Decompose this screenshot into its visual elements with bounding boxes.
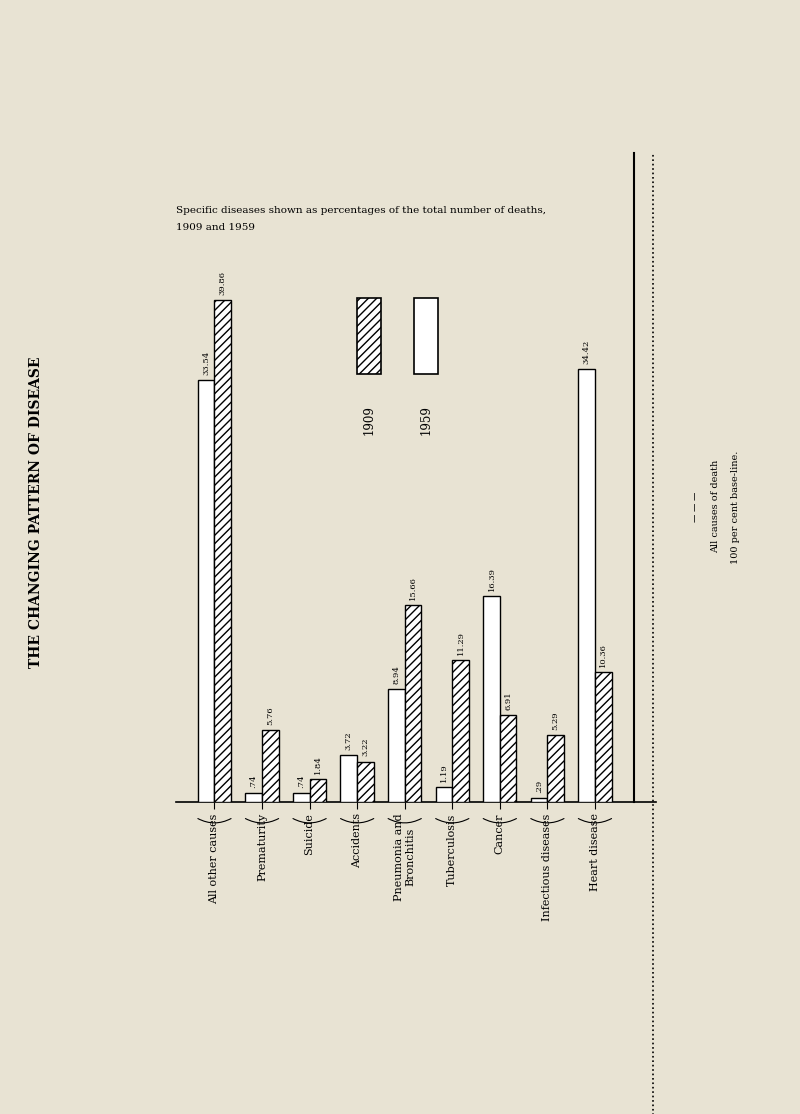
Bar <box>388 690 405 802</box>
Bar <box>595 672 611 802</box>
Bar <box>341 755 357 802</box>
Text: .29: .29 <box>535 780 543 793</box>
Text: .74: .74 <box>298 774 306 788</box>
Text: .74: .74 <box>250 774 258 788</box>
Text: THE CHANGING PATTERN OF DISEASE: THE CHANGING PATTERN OF DISEASE <box>29 356 43 668</box>
Bar <box>198 380 214 802</box>
Text: 16.39: 16.39 <box>487 567 495 590</box>
Text: 6.91: 6.91 <box>504 692 512 710</box>
Text: 100 per cent base-line.: 100 per cent base-line. <box>731 450 741 564</box>
Text: 1959: 1959 <box>420 405 433 436</box>
Bar <box>578 369 595 802</box>
Text: 10.36: 10.36 <box>599 643 607 666</box>
Text: 5.76: 5.76 <box>266 706 274 724</box>
Text: 1909: 1909 <box>362 405 375 436</box>
Bar <box>262 730 278 802</box>
Text: 39.86: 39.86 <box>218 271 226 295</box>
Text: 1.84: 1.84 <box>314 755 322 774</box>
Text: 11.29: 11.29 <box>457 631 465 655</box>
Text: 1.19: 1.19 <box>440 763 448 782</box>
Bar <box>452 659 469 802</box>
Bar <box>500 715 517 802</box>
Text: Specific diseases shown as percentages of the total number of deaths,: Specific diseases shown as percentages o… <box>176 206 546 215</box>
Text: 8.94: 8.94 <box>392 665 400 684</box>
Bar <box>483 596 500 802</box>
Text: — — —: — — — <box>691 491 701 522</box>
Bar <box>405 605 422 802</box>
Text: 34.42: 34.42 <box>582 340 590 363</box>
Bar <box>414 299 438 374</box>
Bar <box>357 299 381 374</box>
Text: 33.54: 33.54 <box>202 351 210 374</box>
Bar <box>547 735 564 802</box>
Bar <box>293 793 310 802</box>
Bar <box>214 300 231 802</box>
Bar <box>530 799 547 802</box>
Bar <box>357 762 374 802</box>
Text: 3.22: 3.22 <box>362 737 370 756</box>
Text: 5.29: 5.29 <box>552 712 560 731</box>
Text: 1909 and 1959: 1909 and 1959 <box>176 223 255 232</box>
Bar <box>436 788 452 802</box>
Text: 15.66: 15.66 <box>409 576 417 599</box>
Text: 3.72: 3.72 <box>345 732 353 750</box>
Bar <box>310 779 326 802</box>
Text: All causes of death: All causes of death <box>711 460 721 554</box>
Bar <box>246 793 262 802</box>
